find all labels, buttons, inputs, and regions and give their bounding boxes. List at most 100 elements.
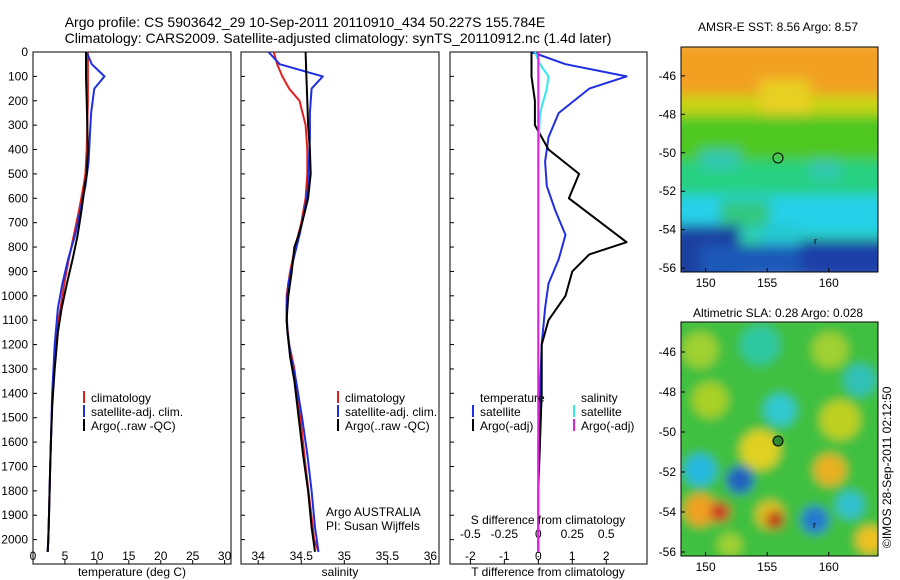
x-tick-label: 34.5: [290, 549, 314, 563]
difference-panel-frame: [449, 51, 648, 565]
legend-label-s-argo: Argo(-adj): [581, 419, 634, 433]
depth-tick-label: 300: [8, 118, 28, 132]
difference-legend-temperature: temperature satellite Argo(-adj): [472, 391, 545, 433]
series-line-temperature-satellite: [531, 51, 628, 552]
legend-label-t-argo: Argo(-adj): [480, 419, 533, 433]
legend-label-climatology: climatology: [91, 391, 151, 405]
legend-label-argo: Argo(..raw -QC): [91, 419, 176, 433]
map-y-tick-label: -46: [659, 345, 677, 359]
map-y-tick-label: -56: [659, 261, 677, 275]
depth-tick-label: 1800: [1, 484, 28, 498]
temperature-legend: climatology satellite-adj. clim. Argo(..…: [83, 391, 183, 433]
x-tick-label: 30: [218, 549, 232, 563]
sla-float-marker: [772, 435, 784, 447]
sla-map-frame: [680, 321, 879, 557]
depth-tick-label: 700: [8, 216, 28, 230]
x-tick-label: -2: [465, 549, 476, 563]
map-y-tick-label: -56: [659, 545, 677, 559]
s-difference-tick-label: -0.5: [460, 527, 481, 541]
s-difference-tick-label: -0.25: [491, 527, 519, 541]
difference-legend-salinity: salinity satellite Argo(-adj): [573, 391, 634, 433]
legend-title-temperature: temperature: [480, 391, 545, 405]
legend-label-s-satellite: satellite: [581, 405, 622, 419]
depth-tick-label: 1700: [1, 459, 28, 473]
sla-map-title: Altimetric SLA: 0.28 Argo: 0.028: [693, 306, 863, 320]
map-y-tick-label: -50: [659, 146, 677, 160]
header-line2: Climatology: CARS2009. Satellite-adjuste…: [65, 30, 612, 46]
map-x-tick-label: 160: [819, 560, 839, 574]
x-tick-label: 20: [154, 549, 168, 563]
legend-label-climatology: climatology: [345, 391, 405, 405]
annotation-pi: PI: Susan Wijffels: [326, 519, 420, 533]
legend-label-argo: Argo(..raw -QC): [345, 419, 430, 433]
depth-tick-label: 100: [8, 69, 28, 83]
map-y-tick-label: -48: [659, 107, 677, 121]
depth-tick-label: 1100: [2, 313, 28, 327]
legend-label-satellite: satellite-adj. clim.: [345, 405, 437, 419]
series-layer: [46, 51, 628, 553]
legend-label-t-satellite: satellite: [480, 405, 521, 419]
depth-tick-label: 800: [8, 240, 28, 254]
map-x-tick-label: 150: [696, 276, 716, 290]
sst-heatmap: [681, 47, 878, 272]
t-difference-xlabel: T difference from climatology: [471, 565, 625, 579]
depth-tick-label: 1900: [1, 508, 28, 522]
legend-title-salinity: salinity: [581, 391, 618, 405]
depth-tick-label: 2000: [1, 533, 28, 547]
map-x-tick-label: 160: [819, 276, 839, 290]
s-difference-xlabel: S difference from climatology: [471, 513, 626, 527]
map-y-tick-label: -46: [659, 69, 677, 83]
legend-label-satellite: satellite-adj. clim.: [91, 405, 183, 419]
depth-tick-label: 1200: [1, 338, 28, 352]
sst-float-marker: [772, 152, 784, 164]
map-axes-layer: 150 155 160 -46 -48 -50 -52 -54 -56 150 155 160 -46 -…: [659, 69, 839, 574]
sla-glyph-mark: r: [813, 520, 816, 530]
x-tick-label: 1: [569, 549, 576, 563]
map-x-tick-label: 155: [757, 560, 777, 574]
map-y-tick-label: -50: [659, 425, 677, 439]
map-x-tick-label: 155: [757, 276, 777, 290]
map-y-tick-label: -54: [659, 223, 677, 237]
x-tick-label: 35.5: [376, 549, 400, 563]
imos-timestamp: ©IMOS 28-Sep-2011 02:12:50: [880, 386, 894, 548]
map-y-tick-label: -48: [659, 385, 677, 399]
depth-tick-label: 1000: [1, 289, 28, 303]
x-tick-label: 25: [186, 549, 200, 563]
x-tick-label: 0: [30, 549, 37, 563]
depth-tick-label: 500: [8, 167, 28, 181]
s-difference-tick-label: 0.5: [598, 527, 615, 541]
x-tick-label: 36: [424, 549, 438, 563]
depth-tick-label: 900: [8, 264, 28, 278]
map-y-tick-label: -52: [659, 184, 677, 198]
map-y-tick-label: -54: [659, 505, 677, 519]
salinity-panel-frame: [240, 51, 440, 565]
depth-tick-label: 1600: [1, 435, 28, 449]
sst-map-frame: [680, 46, 879, 273]
series-line-temperature-argo-adj: [530, 52, 628, 552]
x-tick-label: 5: [62, 549, 69, 563]
sla-heatmap: [681, 322, 878, 556]
axes-layer: 0100200300400500600700800900100011001200…: [1, 45, 615, 564]
salinity-xlabel: salinity: [322, 565, 359, 579]
map-x-tick-label: 150: [696, 560, 716, 574]
depth-tick-label: 400: [8, 143, 28, 157]
x-tick-label: 10: [90, 549, 104, 563]
header-line1: Argo profile: CS 5903642_29 10-Sep-2011 …: [65, 14, 546, 30]
salinity-legend: climatology satellite-adj. clim. Argo(..…: [337, 391, 437, 433]
depth-tick-label: 200: [8, 94, 28, 108]
x-tick-label: 15: [122, 549, 136, 563]
map-y-tick-label: -52: [659, 465, 677, 479]
x-tick-label: -1: [499, 549, 510, 563]
depth-tick-label: 600: [8, 191, 28, 205]
x-tick-label: 2: [603, 549, 610, 563]
temperature-xlabel: temperature (deg C): [78, 565, 186, 579]
depth-tick-label: 0: [21, 45, 28, 59]
annotation-argo-australia: Argo AUSTRALIA: [326, 505, 421, 519]
sst-glyph-mark: r: [814, 236, 817, 246]
series-line-argo-raw-qc: [285, 51, 316, 552]
s-difference-tick-label: 0.25: [561, 527, 585, 541]
x-tick-label: 34: [252, 549, 266, 563]
depth-tick-label: 1400: [1, 386, 28, 400]
series-line-argo-raw-qc: [46, 52, 89, 552]
